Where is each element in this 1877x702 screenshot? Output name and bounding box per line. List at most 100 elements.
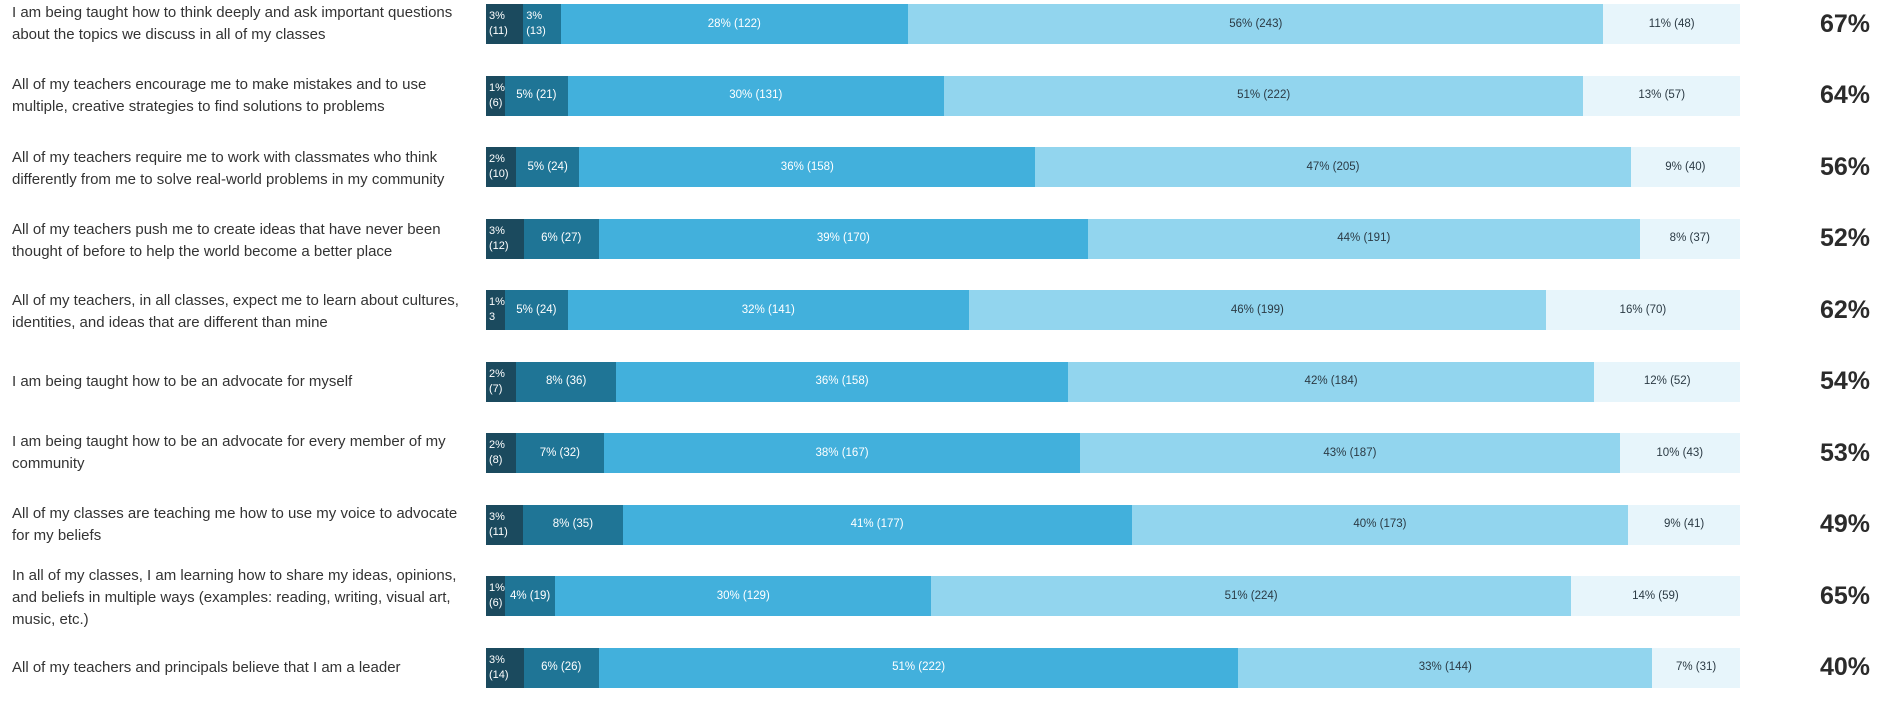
bar-segment: 32% (141) (567, 290, 969, 330)
statement-label: All of my teachers require me to work wi… (12, 149, 445, 188)
segment-label: 43% (187) (1323, 446, 1377, 459)
agree-total-percent: 62% (1819, 295, 1870, 324)
agree-total-percent: 65% (1819, 581, 1870, 610)
stacked-bar: 2% (8) 7% (32) 38% (167) 43% (187) 10% (43) (486, 433, 1740, 473)
segment-label: 47% (205) (1306, 160, 1360, 173)
stacked-bar: 2% (7) 8% (36) 36% (158) 42% (184) 12% (52) (486, 361, 1740, 402)
bar-segment: 3% (11) (486, 504, 524, 545)
bar-segment: 41% (177) (622, 504, 1132, 545)
bar-segment: 2% (10) (486, 147, 516, 187)
bar-segment: 7% (31) (1652, 647, 1740, 688)
bar-segment: 51% (222) (598, 647, 1239, 688)
statement-label: All of my teachers encourage me to make … (12, 75, 427, 115)
stacked-bar: 3% (12) 6% (27) 39% (170) 44% (191) 8% (37) (486, 218, 1740, 259)
segment-label: 4% (19) (509, 589, 551, 602)
segment-count-label: (11) (489, 25, 508, 37)
segment-count-label: (12) (489, 239, 509, 252)
segment-percent-label: 1% (489, 582, 505, 594)
segment-label: 40% (173) (1353, 518, 1407, 530)
bar-segment: 39% (170) (598, 218, 1088, 259)
segment-count-label: (14) (489, 668, 509, 681)
segment-percent-label: 3% (489, 10, 505, 22)
bar-segment: 33% (144) (1238, 647, 1653, 688)
statement-label: In all of my classes, I am learning how … (12, 567, 457, 628)
bar-segment: 56% (243) (908, 4, 1604, 44)
segment-label: 8% (35) (552, 518, 594, 530)
bar-segment: 8% (37) (1639, 218, 1740, 259)
statement-label: I am being taught how to be an advocate … (12, 433, 446, 472)
stacked-bar: 3% (11) 3% (13) 28% (122) 56% (243) 11% (48) (486, 4, 1740, 44)
bar-segment: 38% (167) (603, 433, 1081, 473)
bar-segment: 16% (70) (1545, 290, 1740, 330)
segment-label: 6% (26) (541, 661, 582, 673)
bar-segment: 3% (14) (486, 647, 524, 688)
segment-label: 36% (158) (780, 160, 834, 173)
bar-segment: 3% (13) (523, 4, 561, 44)
agree-total-percent: 56% (1819, 152, 1870, 181)
agree-total-percent: 49% (1819, 510, 1870, 538)
bar-segment: 7% (32) (516, 433, 604, 473)
bar-segment: 30% (131) (567, 75, 944, 116)
bar-segment: 6% (26) (523, 647, 599, 688)
stacked-bar: 2% (10) 5% (24) 36% (158) 47% (205) 9% (40) (486, 147, 1740, 187)
segment-label: 30% (131) (729, 89, 783, 101)
segment-label: 51% (222) (1237, 89, 1291, 101)
segment-count-label: (11) (489, 525, 508, 538)
agree-total-percent: 53% (1819, 438, 1870, 467)
segment-label: 9% (41) (1663, 518, 1705, 530)
statement-label: I am being taught how to think deeply an… (12, 4, 453, 43)
segment-label: 56% (243) (1229, 17, 1283, 30)
bar-segment: 5% (24) (516, 147, 580, 187)
bar-segment: 9% (41) (1628, 504, 1740, 545)
segment-percent-label: 3% (526, 10, 543, 22)
bar-segment: 36% (158) (616, 361, 1068, 402)
statement-label: I am being taught how to be an advocate … (12, 372, 353, 390)
bar-segment: 8% (35) (523, 504, 623, 545)
segment-count-label: (13) (526, 25, 546, 37)
bar-segment: 4% (19) (505, 576, 556, 616)
stacked-bar: 1% 3 5% (24) 32% (141) 46% (199) 16% (70) (486, 290, 1740, 330)
segment-percent-label: 1% (489, 81, 505, 94)
bar-segment: 5% (24) (505, 290, 568, 330)
stacked-bar: 1% (6) 5% (21) 30% (131) 51% (222) 13% (57) (486, 75, 1740, 116)
segment-label: 10% (43) (1656, 446, 1704, 459)
segment-percent-label: 3% (489, 224, 505, 237)
stacked-bar: 3% (11) 8% (35) 41% (177) 40% (173) 9% (41) (486, 504, 1740, 545)
segment-label: 13% (57) (1638, 89, 1686, 101)
bar-segment: 13% (57) (1583, 75, 1740, 116)
stacked-bar: 3% (14) 6% (26) 51% (222) 33% (144) 7% (31) (486, 647, 1740, 688)
statement-label: All of my teachers and principals believ… (12, 658, 401, 676)
segment-label: 12% (52) (1643, 375, 1691, 387)
bar-segment: 9% (40) (1630, 147, 1740, 187)
bar-segment: 14% (59) (1570, 576, 1740, 616)
segment-label: 51% (224) (1224, 589, 1278, 602)
bar-segment: 10% (43) (1619, 433, 1740, 473)
bar-segment: 3% (11) (486, 4, 524, 44)
segment-label: 8% (37) (1669, 232, 1710, 244)
bar-segment: 1% (6) (486, 75, 505, 116)
segment-label: 16% (70) (1619, 303, 1667, 316)
segment-label: 33% (144) (1418, 661, 1472, 673)
bar-segment: 12% (52) (1594, 361, 1740, 402)
bar-segment: 36% (158) (579, 147, 1036, 187)
segment-label: 9% (40) (1665, 160, 1706, 173)
segment-label: 41% (177) (850, 518, 904, 530)
segment-label: 46% (199) (1230, 303, 1284, 316)
segment-label: 28% (122) (707, 17, 761, 30)
bar-segment: 5% (21) (505, 75, 568, 116)
segment-count-label: (10) (489, 168, 509, 180)
segment-percent-label: 3% (489, 653, 505, 666)
bar-segment: 28% (122) (560, 4, 909, 44)
segment-label: 30% (129) (716, 589, 770, 602)
segment-label: 44% (191) (1337, 232, 1391, 244)
segment-percent-label: 2% (489, 153, 505, 165)
bar-segment: 40% (173) (1131, 504, 1629, 545)
bar-segment: 11% (48) (1603, 4, 1740, 44)
bar-segment: 51% (224) (931, 576, 1571, 616)
stacked-bar: 1% (6) 4% (19) 30% (129) 51% (224) 14% (59) (486, 576, 1740, 616)
segment-label: 7% (32) (539, 446, 581, 459)
bar-segment: 43% (187) (1080, 433, 1620, 473)
segment-percent-label: 3% (489, 510, 505, 523)
statement-label: All of my teachers push me to create ide… (12, 220, 441, 260)
bar-segment: 3% (12) (486, 218, 524, 259)
